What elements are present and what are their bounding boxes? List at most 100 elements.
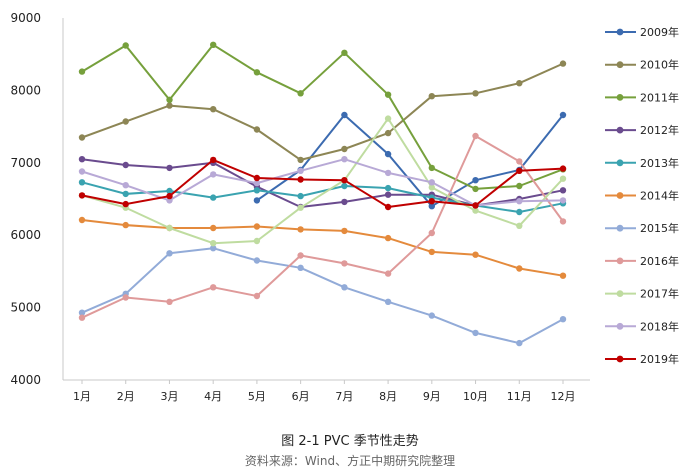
x-tick-label: 2月 xyxy=(117,390,135,403)
data-point xyxy=(559,60,567,67)
data-point xyxy=(210,240,217,247)
x-tick-label: 1月 xyxy=(73,390,91,403)
data-point xyxy=(166,224,173,232)
data-point xyxy=(472,132,479,140)
data-point xyxy=(428,179,435,186)
legend-marker xyxy=(616,257,624,265)
x-tick-label: 4月 xyxy=(204,390,222,403)
y-tick-label: 7000 xyxy=(10,156,41,170)
legend-item: 2009年 xyxy=(605,25,679,39)
legend-marker xyxy=(616,126,624,134)
y-tick-label: 6000 xyxy=(10,228,41,242)
data-point xyxy=(253,126,261,133)
data-point xyxy=(122,42,129,49)
legend-label: 2018年 xyxy=(640,319,679,333)
legend-item: 2013年 xyxy=(605,156,679,170)
data-point xyxy=(78,168,86,175)
data-point xyxy=(472,207,479,214)
data-point xyxy=(166,164,173,172)
data-point xyxy=(559,272,567,279)
data-point xyxy=(297,192,304,200)
data-point xyxy=(341,177,348,184)
x-tick-label: 3月 xyxy=(160,390,178,403)
series-line xyxy=(81,135,564,319)
data-point xyxy=(210,284,217,291)
legend-marker xyxy=(616,192,624,199)
x-tick-label: 10月 xyxy=(463,390,488,403)
legend-marker xyxy=(616,159,624,167)
y-tick-label: 9000 xyxy=(10,11,41,25)
legend-item: 2011年 xyxy=(605,90,679,104)
y-tick-label: 4000 xyxy=(10,373,41,387)
series-2014年 xyxy=(78,216,567,279)
data-point xyxy=(166,102,173,109)
data-point xyxy=(78,179,86,186)
data-point xyxy=(428,248,435,256)
data-point xyxy=(428,93,435,100)
data-point xyxy=(384,115,392,122)
x-tick-label: 11月 xyxy=(507,390,532,403)
data-point xyxy=(253,69,261,76)
y-tick-labels: 4000 5000 6000 7000 8000 9000 xyxy=(10,11,41,387)
data-point xyxy=(516,339,523,347)
data-point xyxy=(341,145,348,153)
series-2018年 xyxy=(78,156,567,209)
data-point xyxy=(78,68,86,75)
data-point xyxy=(516,80,523,87)
y-tick-label: 8000 xyxy=(10,83,41,97)
series-line xyxy=(81,247,564,345)
data-point xyxy=(341,198,348,206)
data-point xyxy=(166,96,173,104)
data-point xyxy=(516,198,523,205)
data-point xyxy=(166,187,173,195)
data-point xyxy=(341,156,348,163)
data-point xyxy=(472,90,479,97)
data-point xyxy=(253,237,261,245)
x-tick-label: 6月 xyxy=(292,390,310,403)
data-point xyxy=(253,223,261,230)
data-point xyxy=(210,194,217,201)
x-tick-label: 9月 xyxy=(423,390,441,403)
data-point xyxy=(559,165,567,172)
data-point xyxy=(297,252,304,259)
legend-marker xyxy=(616,355,624,363)
series-2010年 xyxy=(78,60,567,164)
data-point xyxy=(472,185,479,193)
data-point xyxy=(297,90,304,97)
data-point xyxy=(166,298,173,305)
data-point xyxy=(166,250,173,257)
legend-marker xyxy=(616,322,624,330)
data-point xyxy=(384,91,392,98)
legend-item: 2018年 xyxy=(605,319,679,333)
data-point xyxy=(297,264,304,271)
data-point xyxy=(297,204,304,211)
data-point xyxy=(210,171,217,178)
legend-label: 2016年 xyxy=(640,254,679,268)
x-tick-label: 5月 xyxy=(248,390,266,403)
data-point xyxy=(472,329,479,337)
data-point xyxy=(384,129,392,137)
data-point xyxy=(516,208,523,216)
data-point xyxy=(428,198,435,205)
data-point xyxy=(122,182,129,189)
series-2011年 xyxy=(78,41,567,193)
data-point xyxy=(384,270,392,277)
source-note: 资料来源：Wind、方正中期研究院整理 xyxy=(244,454,456,468)
series-2017年 xyxy=(78,115,567,247)
data-point xyxy=(428,203,435,210)
legend-label: 2019年 xyxy=(640,352,679,366)
data-point xyxy=(210,41,217,48)
legend-item: 2014年 xyxy=(605,189,679,203)
series-line xyxy=(81,158,564,208)
data-point xyxy=(122,294,129,301)
data-point xyxy=(384,298,392,305)
data-point xyxy=(210,156,217,164)
data-point xyxy=(559,175,567,182)
legend-label: 2014年 xyxy=(640,189,679,203)
data-point xyxy=(559,218,567,225)
data-point xyxy=(122,200,129,208)
data-point xyxy=(341,260,348,267)
series-line xyxy=(81,181,564,213)
x-tick-label: 12月 xyxy=(551,390,576,403)
data-point xyxy=(428,184,435,191)
